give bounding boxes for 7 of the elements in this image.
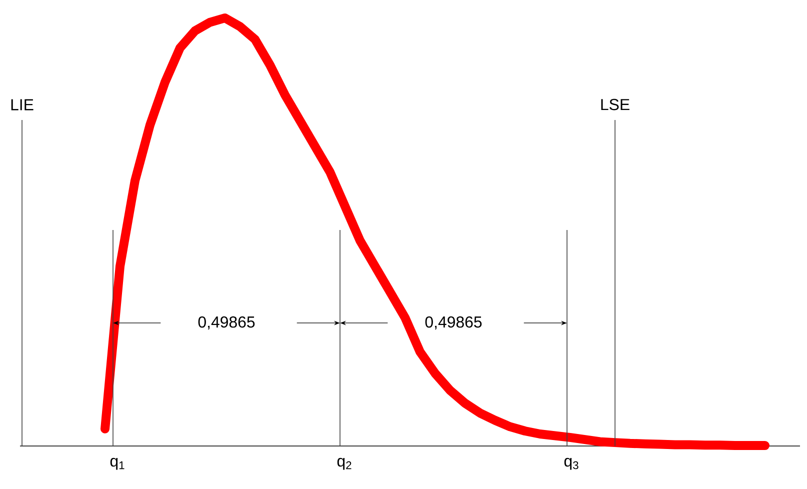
annotation: LSE <box>601 98 630 110</box>
text: q$_{1}$ <box>110 458 124 470</box>
text: LIE <box>11 99 34 110</box>
text: q$_{2}$ <box>337 458 352 470</box>
text: q$_{3}$ <box>564 458 578 470</box>
annotation: 0,49865 <box>425 316 482 330</box>
annotation: 0,49865 <box>198 316 255 330</box>
